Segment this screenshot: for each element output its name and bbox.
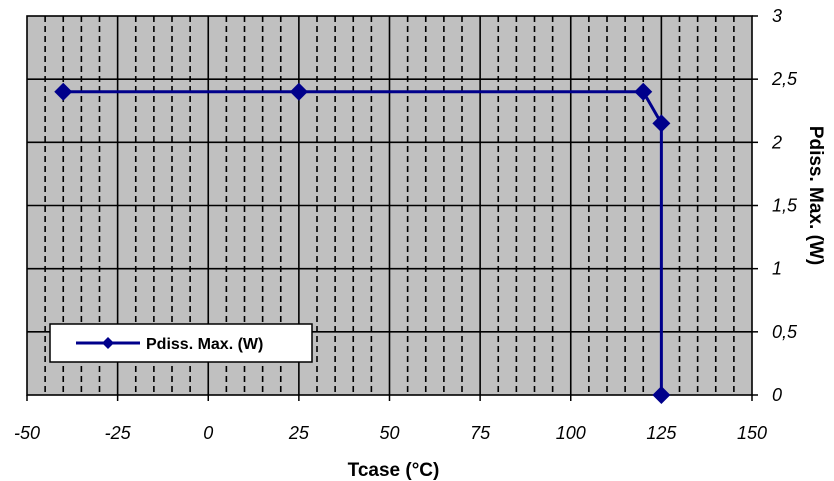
x-tick-label: 25	[288, 423, 310, 443]
legend-marker-diamond	[102, 337, 114, 349]
x-tick-label: 150	[737, 423, 767, 443]
y-tick-label: 3	[772, 6, 782, 26]
x-tick-label: -50	[14, 423, 40, 443]
data-point-marker	[652, 386, 671, 404]
y-tick-label: 1	[772, 259, 782, 279]
y-tick-label: 2,5	[771, 69, 798, 89]
x-tick-label: 100	[556, 423, 586, 443]
y-tick-label: 2	[771, 132, 782, 152]
x-tick-label: 125	[646, 423, 677, 443]
x-tick-label: 75	[470, 423, 491, 443]
legend-label: Pdiss. Max. (W)	[146, 336, 263, 353]
y-tick-label: 0	[772, 385, 782, 405]
legend: Pdiss. Max. (W)	[49, 323, 313, 363]
data-point-marker	[54, 82, 73, 101]
x-tick-label: -25	[105, 423, 132, 443]
data-point-marker	[289, 82, 308, 101]
x-axis-title: Tcase (°C)	[348, 460, 440, 481]
data-point-marker	[634, 82, 653, 101]
y-axis-ticks: 0 0,5 1 1,5 2 2,5 3	[752, 6, 798, 405]
series-layer	[54, 82, 671, 404]
data-point-marker	[652, 114, 671, 133]
x-tick-label: 0	[203, 423, 213, 443]
y-axis-title: Pdiss. Max. (W)	[805, 126, 826, 265]
x-tick-label: 50	[379, 423, 399, 443]
y-tick-label: 0,5	[772, 322, 798, 342]
x-axis-ticks: -50 -25 0 25 50 75 100 125 150	[14, 395, 767, 443]
y-tick-label: 1,5	[772, 196, 798, 216]
